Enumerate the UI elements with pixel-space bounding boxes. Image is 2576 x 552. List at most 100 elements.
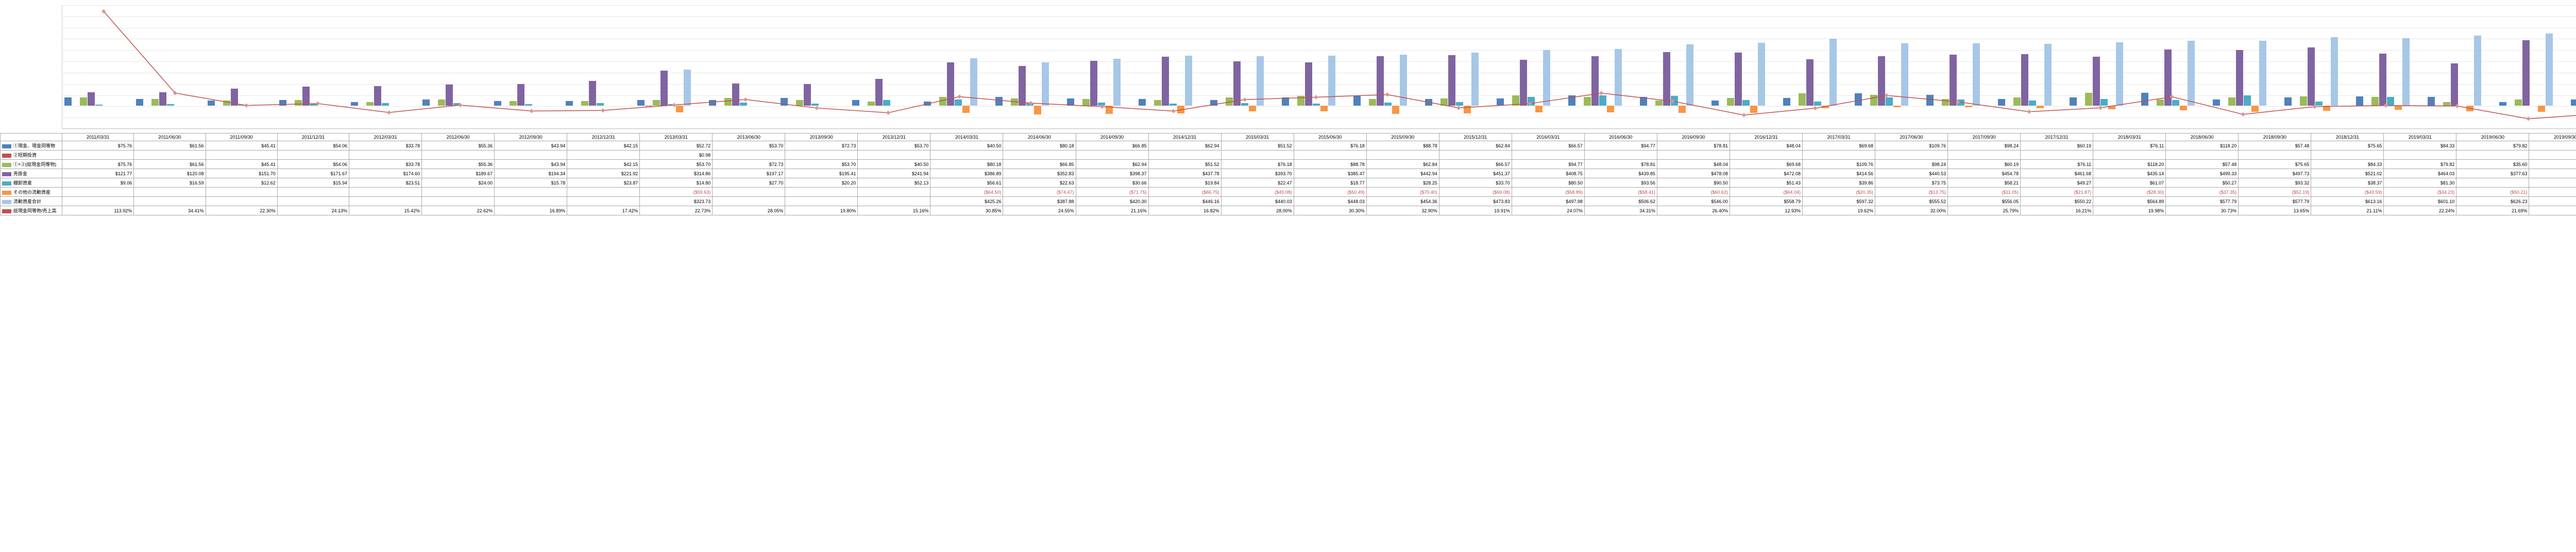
cell: $16.59 — [134, 178, 206, 188]
cell: ($64.04) — [1730, 188, 1802, 197]
bar-cash_plus — [939, 97, 946, 106]
bar-other_ca — [1177, 106, 1184, 113]
cell: $48.04 — [1657, 160, 1730, 169]
cell: $39.86 — [1803, 178, 1875, 188]
cell — [1803, 150, 1875, 160]
cell: $53.70 — [640, 160, 713, 169]
row-label-total_ca: 流動資産合計 — [1, 197, 62, 206]
cell: 15.16% — [858, 206, 930, 215]
cell: $497.98 — [1512, 197, 1584, 206]
bar-total_ca — [1471, 53, 1479, 106]
bar-cash_plus — [2371, 97, 2379, 106]
cell: $27.70 — [713, 178, 785, 188]
cell: $52.72 — [640, 141, 713, 150]
chart-plot-area: (単位：百万 USD) ($200)($100)$0$100$200$300$4… — [62, 5, 2576, 129]
cell — [1076, 150, 1148, 160]
cell: ($11.05) — [1948, 188, 2021, 197]
row-label-cash_plus: ①+②(総現金同等物) — [1, 160, 62, 169]
cell — [567, 197, 640, 206]
cell: $23.51 — [349, 178, 422, 188]
bar-other_ca — [1822, 106, 1829, 108]
cell — [2166, 150, 2239, 160]
row-label-short_inv: ②短期投資 — [1, 150, 62, 160]
cell: $93.32 — [2239, 178, 2311, 188]
period-header: 2011/06/30 — [134, 133, 206, 141]
cell: ($70.40) — [1366, 188, 1439, 197]
cell — [2456, 150, 2529, 160]
bar-receivable — [231, 89, 238, 106]
period-header: 2013/09/30 — [785, 133, 858, 141]
cell: $69.68 — [1803, 141, 1875, 150]
period-header: 2018/09/30 — [2239, 133, 2311, 141]
cell: $555.52 — [1875, 197, 1948, 206]
cell: $440.53 — [1875, 169, 1948, 178]
bar-cash — [1783, 98, 1790, 106]
cell: ($13.75) — [1875, 188, 1948, 197]
cell: $18.77 — [1294, 178, 1366, 188]
bar-receivable — [1806, 59, 1814, 106]
period-header: 2012/06/30 — [422, 133, 495, 141]
cell: $45.41 — [206, 160, 277, 169]
cell: $55.36 — [422, 141, 495, 150]
cell — [2239, 150, 2311, 160]
bar-cash_plus — [223, 101, 230, 106]
cell: 19.80% — [785, 206, 858, 215]
bar-cash_plus — [2300, 96, 2307, 106]
cell: $15.78 — [495, 178, 567, 188]
bar-cash_plus — [1369, 99, 1376, 106]
bar-cash — [2284, 97, 2292, 106]
bar-cash_plus — [724, 98, 732, 106]
cell: 28.00% — [1221, 206, 1294, 215]
cell: 17.42% — [567, 206, 640, 215]
cell: $464.03 — [2384, 169, 2456, 178]
period-header: 2017/03/31 — [1803, 133, 1875, 141]
cell: $109.76 — [1875, 141, 1948, 150]
cell: $601.10 — [2384, 197, 2456, 206]
cell: $98.24 — [1875, 160, 1948, 169]
bar-total_ca — [1185, 56, 1192, 106]
cell: $78.81 — [1657, 141, 1730, 150]
bar-inventory — [883, 100, 890, 106]
bar-total_ca — [1615, 49, 1622, 106]
bar-other_ca — [1535, 106, 1543, 112]
bar-inventory — [2244, 95, 2251, 106]
bar-cash_plus — [2515, 99, 2522, 106]
cell: $53.70 — [713, 141, 785, 150]
cell: $472.08 — [1730, 169, 1802, 178]
cell — [349, 150, 422, 160]
bar-cash — [1067, 98, 1074, 106]
cell: $80.18 — [1003, 141, 1076, 150]
cell — [713, 150, 785, 160]
cell — [349, 197, 422, 206]
bar-receivable — [517, 84, 524, 106]
cell — [1730, 150, 1802, 160]
cell: $66.85 — [1003, 160, 1076, 169]
bar-cash — [351, 102, 358, 106]
bar-total_ca — [1257, 56, 1264, 106]
cell: 21.69% — [2456, 206, 2529, 215]
bar-receivable — [1735, 53, 1742, 106]
cell: ($37.35) — [2166, 188, 2239, 197]
cell: $30.66 — [1076, 178, 1148, 188]
cell: $93.56 — [1584, 178, 1657, 188]
bar-cash — [2428, 97, 2435, 106]
cell: ($74.47) — [1003, 188, 1076, 197]
bar-total_ca — [970, 58, 977, 106]
period-header: 2014/06/30 — [1003, 133, 1076, 141]
bar-total_ca — [1758, 43, 1765, 106]
bar-cash_plus — [1870, 95, 1877, 106]
bar-receivable — [1591, 56, 1599, 106]
bar-cash — [1640, 97, 1647, 106]
cell: ($50.21) — [2456, 188, 2529, 197]
bar-inventory — [2172, 100, 2179, 106]
cell: $564.89 — [2093, 197, 2166, 206]
bar-inventory — [1599, 95, 1606, 106]
cell: ($52.19) — [2239, 188, 2311, 197]
cell: $546.00 — [1657, 197, 1730, 206]
cell: ($43.59) — [2311, 188, 2384, 197]
cell: $454.78 — [1948, 169, 2021, 178]
period-header: 2017/06/30 — [1875, 133, 1948, 141]
bar-total_ca — [2474, 36, 2481, 106]
bar-receivable — [1663, 52, 1670, 106]
cell: $118.20 — [2093, 160, 2166, 169]
